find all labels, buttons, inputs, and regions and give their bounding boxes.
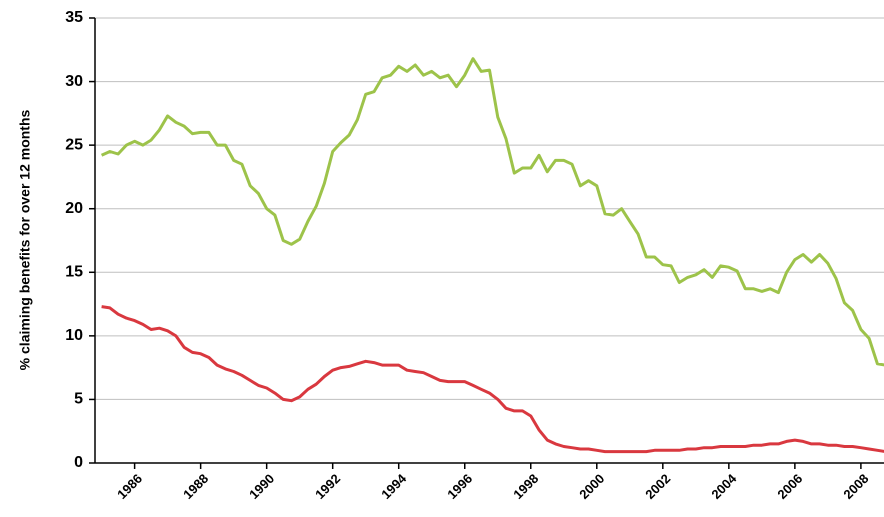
x-tick-label: 1986: [114, 471, 145, 502]
x-tick-label: 2002: [642, 471, 673, 502]
x-tick-label: 2006: [774, 471, 805, 502]
y-tick-label: 25: [65, 136, 83, 153]
line: [100, 57, 884, 367]
x-tick-label: 1994: [378, 470, 410, 502]
y-tick-label: 15: [65, 264, 83, 281]
x-tick-label: 1992: [312, 471, 343, 502]
y-axis-label: % claiming benefits for over 12 months: [17, 109, 33, 370]
x-tick-label: 2004: [708, 470, 740, 502]
x-tick-label: 1996: [444, 471, 475, 502]
y-tick-label: 0: [74, 454, 83, 471]
y-tick-label: 10: [65, 327, 83, 344]
x-tick-label: 2008: [840, 471, 871, 502]
y-tick-label: 20: [65, 200, 83, 217]
line: [101, 305, 884, 454]
y-tick-label: 30: [65, 73, 83, 90]
y-tick-label: 5: [74, 391, 83, 408]
y-tick-label: 35: [65, 9, 83, 26]
x-tick-label: 1988: [180, 471, 211, 502]
x-tick-label: 1990: [246, 471, 277, 502]
x-tick-label: 1998: [510, 471, 541, 502]
x-tick-label: 2000: [576, 471, 607, 502]
